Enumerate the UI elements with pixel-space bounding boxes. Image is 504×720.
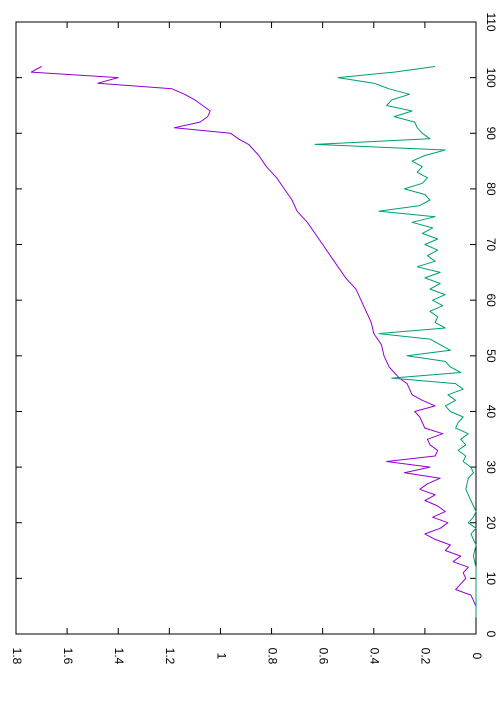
x-tick-label: 60 (484, 294, 498, 308)
x-tick-label: 40 (484, 405, 498, 419)
y-tick-label: 1.2 (163, 648, 177, 665)
x-tick-label: 70 (484, 238, 498, 252)
x-tick-label: 0 (484, 631, 498, 638)
series-lines (30, 66, 477, 618)
x-tick-label: 50 (484, 349, 498, 363)
x-tick-label: 110 (484, 12, 498, 31)
y-tick-label: 1 (214, 653, 228, 660)
x-tick-label: 10 (484, 572, 498, 586)
plot-frame (15, 21, 477, 635)
axis-ticks (15, 21, 477, 635)
x-tick-label: 90 (484, 127, 498, 141)
y-tick-label: 1.8 (10, 648, 24, 665)
y-tick-label: 1.6 (61, 648, 75, 665)
series-line-2 (314, 66, 477, 618)
y-tick-label: 1.4 (112, 648, 126, 665)
y-tick-label: 0 (470, 653, 484, 660)
x-tick-label: 80 (484, 182, 498, 196)
y-tick-label: 0.6 (316, 648, 330, 665)
tick-labels: 0 10 20 30 40 50 60 70 80 90 100 110 0 0.2 0.4 0.6 0.8 1 1… (10, 12, 498, 664)
x-tick-label: 100 (484, 68, 498, 88)
y-tick-label: 0.4 (368, 648, 382, 665)
x-tick-label: 30 (484, 460, 498, 474)
x-tick-label: 20 (484, 516, 498, 530)
series-line-1 (30, 66, 477, 618)
y-tick-label: 0.2 (419, 648, 433, 665)
y-tick-label: 0.8 (265, 648, 279, 665)
